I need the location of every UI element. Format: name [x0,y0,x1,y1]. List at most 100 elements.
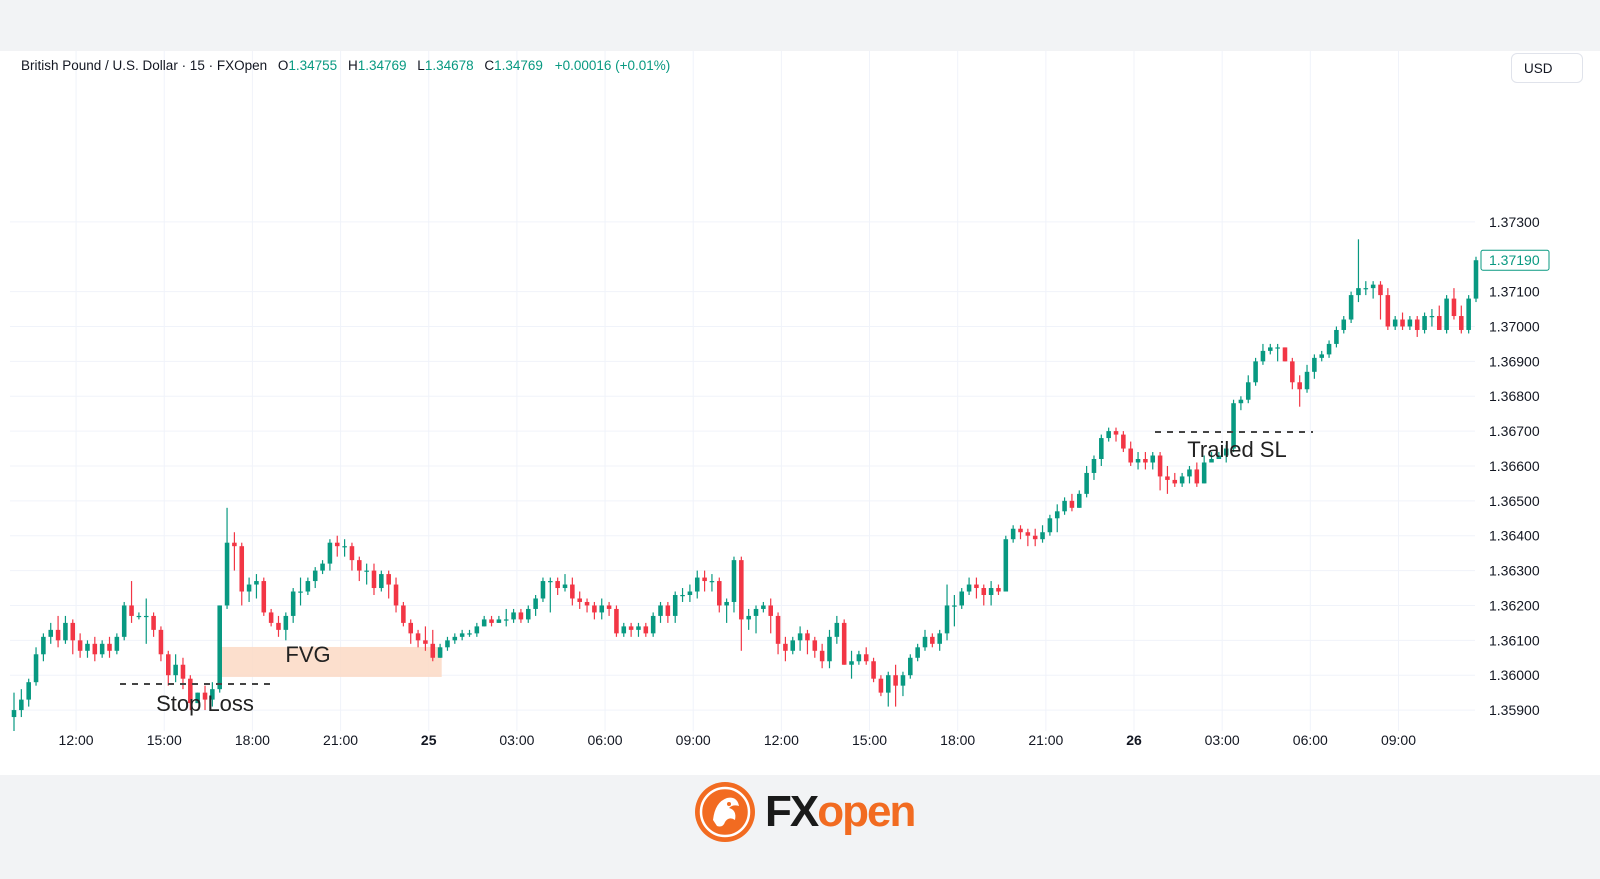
last-price-box [1480,249,1550,271]
symbol-title[interactable]: British Pound / U.S. Dollar · 15 · FXOpe… [21,58,268,73]
candle-body [467,633,472,635]
candle-body [680,595,685,597]
candles [11,239,1479,731]
x-tick-label: 25 [421,732,437,748]
candle-body [908,657,913,676]
candle-body [1223,448,1229,456]
candle-body [1128,448,1133,463]
candle-body [180,664,186,679]
candle-body [1297,382,1302,390]
candle-body [195,692,200,704]
x-tick-label: 21:00 [323,732,358,748]
close-label: C [484,58,495,73]
candle-body [650,615,656,634]
candle-body [1275,347,1280,349]
candle-body [121,605,127,637]
candle-body [834,622,840,637]
x-tick-label: 21:00 [1028,732,1063,748]
logo-fx: FX [765,787,819,836]
y-tick-label: 1.36400 [1489,528,1540,544]
x-tick-label: 26 [1126,732,1142,748]
candle-body [885,675,891,693]
candle-body [92,643,98,655]
candle-body [1069,500,1075,508]
candle-body [151,615,156,630]
y-tick-label: 1.36800 [1489,388,1540,404]
candle-body [210,689,215,700]
candle-body [85,643,90,651]
candle-body [658,605,663,616]
candle-body [1473,260,1479,299]
candle-body [797,633,803,641]
candle-body [731,560,737,602]
candle-body [217,605,222,690]
high-label: H [347,58,358,73]
candle-body [496,619,502,623]
candle-body [452,636,458,641]
candle-body [276,622,281,630]
x-tick-label: 18:00 [940,732,975,748]
candle-body [687,591,693,595]
candle-body [775,615,781,644]
y-tick-label: 1.36900 [1489,353,1540,369]
candle-body [900,675,906,686]
candle-body [1245,382,1251,400]
candle-body [99,643,105,655]
candlestick-chart[interactable]: 1.37300 1.37100 1.37000 1.36900 1.36800 1.367… [0,51,1600,775]
candle-body [1392,319,1398,327]
candle-body [570,584,575,599]
x-tick-label: 15:00 [852,732,887,748]
candle-body [11,710,17,718]
candle-body [974,584,979,589]
candle-body [327,542,333,564]
currency-button[interactable]: USD [1511,53,1583,83]
candle-body [1400,319,1405,327]
candle-body [1179,476,1185,484]
x-tick-label: 06:00 [588,732,623,748]
candle-body [863,654,869,662]
candle-body [746,615,751,620]
candle-body [981,588,987,595]
last-price-label: 1.37190 [1489,252,1540,268]
candle-body [136,615,142,618]
candle-body [202,692,208,700]
candle-body [63,622,68,641]
candle-body [893,675,898,686]
candle-body [1216,455,1222,459]
candle-body [379,574,384,589]
candle-body [636,626,641,630]
candle-body [415,633,421,641]
candle-body [1143,459,1148,463]
y-tick-label: 1.36100 [1489,632,1540,648]
x-tick-label: 12:00 [59,732,94,748]
candle-body [349,546,355,561]
candle-body [761,605,766,609]
candle-body [577,598,582,602]
y-tick-label: 1.36300 [1489,563,1540,579]
candle-body [1209,459,1214,463]
fxopen-logo: FXopen [693,777,916,847]
candle-body [1290,361,1295,383]
candle-body [805,633,810,641]
y-tick-label: 1.36000 [1489,667,1540,683]
candle-body [1165,476,1170,480]
candle-body [254,581,259,585]
candle-body [739,560,744,620]
candle-body [1172,479,1178,484]
y-tick-label: 1.36200 [1489,597,1540,613]
candle-body [966,584,972,592]
candle-body [33,654,39,683]
candle-body [1238,399,1244,404]
candle-body [423,640,428,644]
candle-body [533,598,538,609]
candle-body [474,626,480,634]
candle-body [930,636,935,644]
candle-body [1370,284,1376,289]
candle-body [158,629,164,655]
fvg-zone [221,646,442,677]
candle-body [1047,518,1053,533]
candle-body [606,605,612,609]
candle-body [812,640,818,651]
x-tick-label: 06:00 [1293,732,1328,748]
candle-body [1466,298,1471,330]
